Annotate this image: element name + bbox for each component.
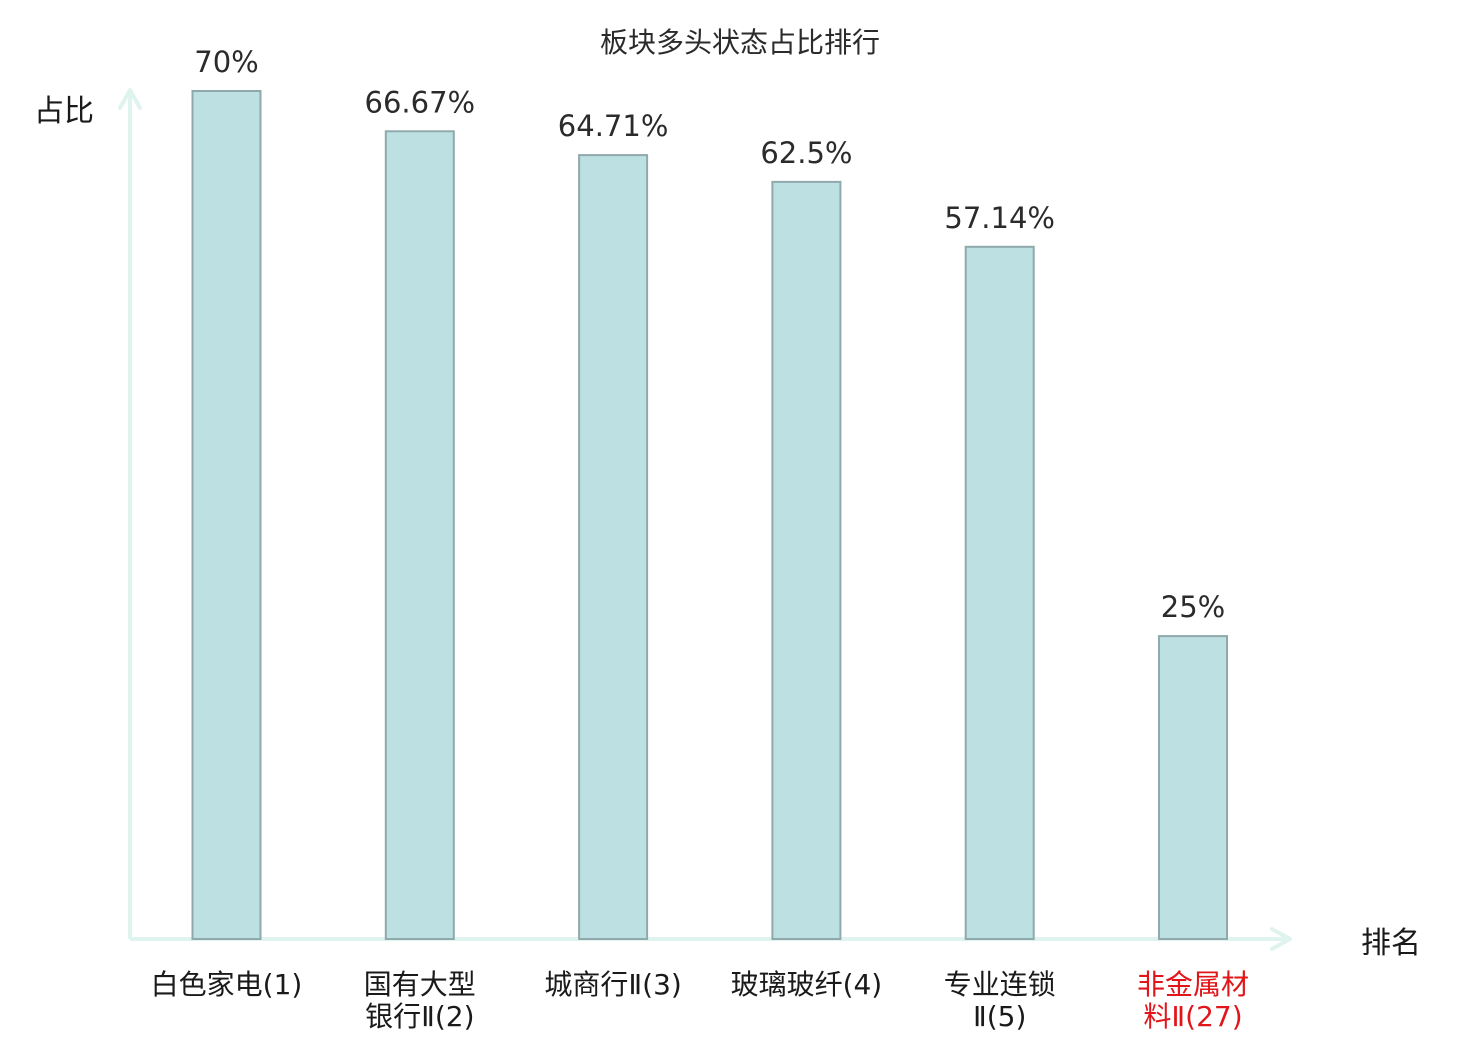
y-axis-label: 占比 [34,94,94,129]
bar-value-label: 70% [194,45,258,79]
bar [1158,635,1228,940]
category-tick-label: 白色家电(1) [151,968,303,1001]
bar [191,90,262,940]
bar [771,180,842,940]
x-axis-label: 排名 [1361,926,1421,961]
value-labels-group: 70% 66.67% 64.71% 62.5% 57.14% 25% [194,45,1225,624]
bar-value-label: 64.71% [558,109,669,143]
bars-group [191,90,1228,941]
category-tick-label: Ⅱ(5) [973,1000,1026,1033]
bar [964,245,1035,941]
bar-value-label: 66.67% [365,85,476,119]
category-tick-label: 玻璃玻纤(4) [731,968,883,1001]
axes [118,88,1292,951]
bar-value-label: 62.5% [760,136,852,170]
chart-title: 板块多头状态占比排行 [600,26,880,59]
category-tick-label: 非金属材 [1137,968,1249,1001]
bar [578,154,649,941]
bar [384,130,455,941]
category-tick-label: 国有大型 [364,968,476,1001]
bar-value-label: 57.14% [944,201,1055,235]
bar-value-label: 25% [1161,590,1225,624]
category-tick-label: 料Ⅱ(27) [1143,1000,1242,1033]
category-tick-label: 银行Ⅱ(2) [365,1000,474,1033]
category-tick-label: 城商行Ⅱ(3) [544,968,681,1001]
category-tick-label: 专业连锁 [944,968,1056,1001]
